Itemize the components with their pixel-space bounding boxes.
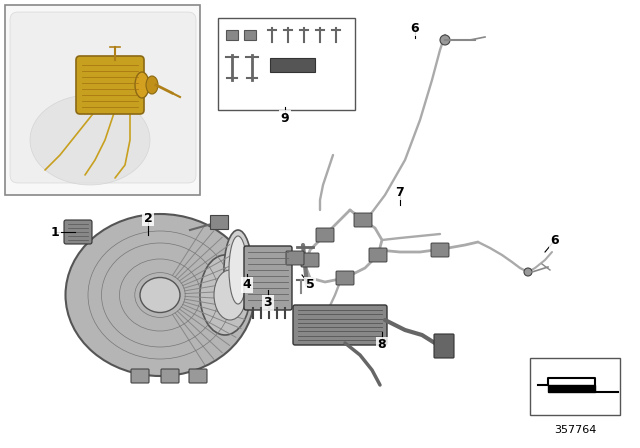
Bar — [218, 18, 355, 110]
Ellipse shape — [146, 76, 158, 94]
Ellipse shape — [214, 270, 246, 320]
Text: 4: 4 — [243, 279, 252, 292]
FancyBboxPatch shape — [354, 213, 372, 227]
Bar — [530, 358, 620, 415]
Text: 7: 7 — [396, 185, 404, 198]
Text: 6: 6 — [411, 22, 419, 34]
Text: 2: 2 — [143, 211, 152, 224]
FancyBboxPatch shape — [293, 305, 387, 345]
FancyBboxPatch shape — [336, 271, 354, 285]
Bar — [5, 5, 200, 195]
FancyBboxPatch shape — [431, 243, 449, 257]
Ellipse shape — [229, 236, 247, 304]
Ellipse shape — [65, 214, 255, 376]
Bar — [244, 30, 256, 40]
Ellipse shape — [30, 95, 150, 185]
Text: 5: 5 — [306, 279, 314, 292]
FancyBboxPatch shape — [10, 12, 196, 183]
FancyBboxPatch shape — [244, 246, 292, 310]
Text: 3: 3 — [264, 297, 272, 310]
Ellipse shape — [135, 72, 149, 98]
FancyBboxPatch shape — [369, 248, 387, 262]
FancyBboxPatch shape — [434, 334, 454, 358]
Polygon shape — [548, 385, 595, 392]
Bar — [270, 58, 315, 72]
FancyBboxPatch shape — [189, 369, 207, 383]
Ellipse shape — [224, 230, 252, 310]
Text: 1: 1 — [51, 225, 60, 238]
Bar — [210, 215, 228, 229]
FancyBboxPatch shape — [316, 228, 334, 242]
FancyBboxPatch shape — [76, 56, 144, 114]
Bar — [226, 30, 238, 40]
Text: 8: 8 — [378, 339, 387, 352]
Ellipse shape — [440, 35, 450, 45]
Ellipse shape — [524, 268, 532, 276]
FancyBboxPatch shape — [161, 369, 179, 383]
FancyBboxPatch shape — [286, 251, 304, 265]
Ellipse shape — [140, 277, 180, 313]
Text: 357764: 357764 — [554, 425, 596, 435]
FancyBboxPatch shape — [131, 369, 149, 383]
FancyBboxPatch shape — [301, 253, 319, 267]
FancyBboxPatch shape — [64, 220, 92, 244]
Text: 6: 6 — [550, 233, 559, 246]
Ellipse shape — [200, 255, 250, 335]
Text: 9: 9 — [281, 112, 289, 125]
